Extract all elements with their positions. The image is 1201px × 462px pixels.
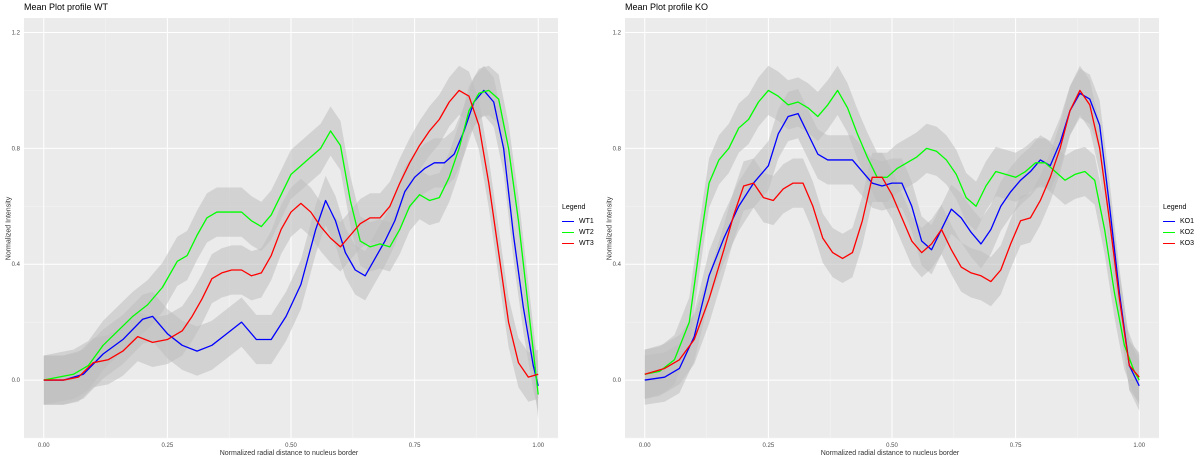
- y-tick-label: 1.2: [613, 30, 622, 36]
- y-tick-label: 0.0: [613, 378, 622, 384]
- legend-item: WT2: [562, 227, 594, 238]
- legend-title: Legend: [1163, 204, 1187, 211]
- chart-title: Mean Plot profile KO: [625, 2, 709, 12]
- legend-label: KO2: [1180, 229, 1195, 236]
- y-tick-label: 0.8: [12, 146, 21, 152]
- series-line: [43, 89, 539, 381]
- legend: Legend WT1 WT2 WT3: [562, 204, 594, 249]
- x-tick-label: 0.75: [409, 443, 421, 449]
- chart-panel-ko: Mean Plot profile KO 0.00 0.25 0.50 0.75 1.0…: [601, 0, 1201, 462]
- legend-key: [562, 243, 574, 244]
- series-line: [644, 92, 1140, 387]
- x-tick-label: 0.50: [285, 443, 297, 449]
- legend-item: KO2: [1163, 227, 1194, 238]
- chart-title: Mean Plot profile WT: [24, 2, 109, 12]
- series-line: [43, 89, 539, 395]
- confidence-ribbon: [43, 65, 539, 420]
- legend-title: Legend: [562, 204, 586, 211]
- plot-area: 0.00 0.25 0.50 0.75 1.00 0.0 0.4 0.8 1.2: [613, 18, 1159, 449]
- legend-key: [562, 221, 574, 222]
- x-tick-label: 0.00: [38, 443, 50, 449]
- x-tick-label: 1.00: [532, 443, 544, 449]
- legend-key: [1163, 232, 1175, 233]
- legend-label: KO1: [1180, 218, 1195, 225]
- x-axis-label: Normalized radial distance to nucleus bo…: [219, 450, 359, 457]
- legend: Legend KO1 KO2 KO3: [1163, 204, 1194, 249]
- legend-key: [1163, 243, 1175, 244]
- legend-item: KO3: [1163, 238, 1194, 249]
- y-tick-label: 0.4: [613, 262, 622, 268]
- x-tick-label: 0.50: [886, 443, 898, 449]
- legend-item: KO1: [1163, 216, 1194, 227]
- legend-label: WT1: [579, 218, 594, 225]
- x-tick-label: 0.25: [162, 443, 174, 449]
- y-axis-label: Normalized Intensity: [606, 196, 614, 261]
- confidence-ribbon: [644, 68, 1140, 411]
- legend-key: [562, 232, 574, 233]
- y-axis-label: Normalized Intensity: [5, 196, 13, 261]
- series-line: [43, 89, 539, 387]
- x-tick-label: 0.75: [1010, 443, 1022, 449]
- x-tick-label: 1.00: [1133, 443, 1145, 449]
- legend-item: WT3: [562, 238, 594, 249]
- x-tick-label: 0.25: [763, 443, 775, 449]
- legend-item: WT1: [562, 216, 594, 227]
- y-tick-label: 0.8: [613, 146, 622, 152]
- y-tick-label: 0.0: [12, 378, 21, 384]
- series-line: [644, 89, 1140, 378]
- plot-area: 0.00 0.25 0.50 0.75 1.00 0.0 0.4 0.8 1.2: [12, 18, 558, 449]
- legend-label: WT3: [579, 240, 594, 247]
- legend-label: WT2: [579, 229, 594, 236]
- x-tick-label: 0.00: [639, 443, 651, 449]
- y-tick-label: 1.2: [12, 30, 21, 36]
- legend-key: [1163, 221, 1175, 222]
- y-tick-label: 0.4: [12, 262, 21, 268]
- confidence-ribbon: [43, 65, 539, 405]
- legend-label: KO3: [1180, 240, 1195, 247]
- series-line: [644, 89, 1140, 381]
- x-axis-label: Normalized radial distance to nucleus bo…: [820, 450, 960, 457]
- chart-panel-wt: Mean Plot profile WT 0.00 0.25 0.50 0.75 1.0…: [0, 0, 600, 462]
